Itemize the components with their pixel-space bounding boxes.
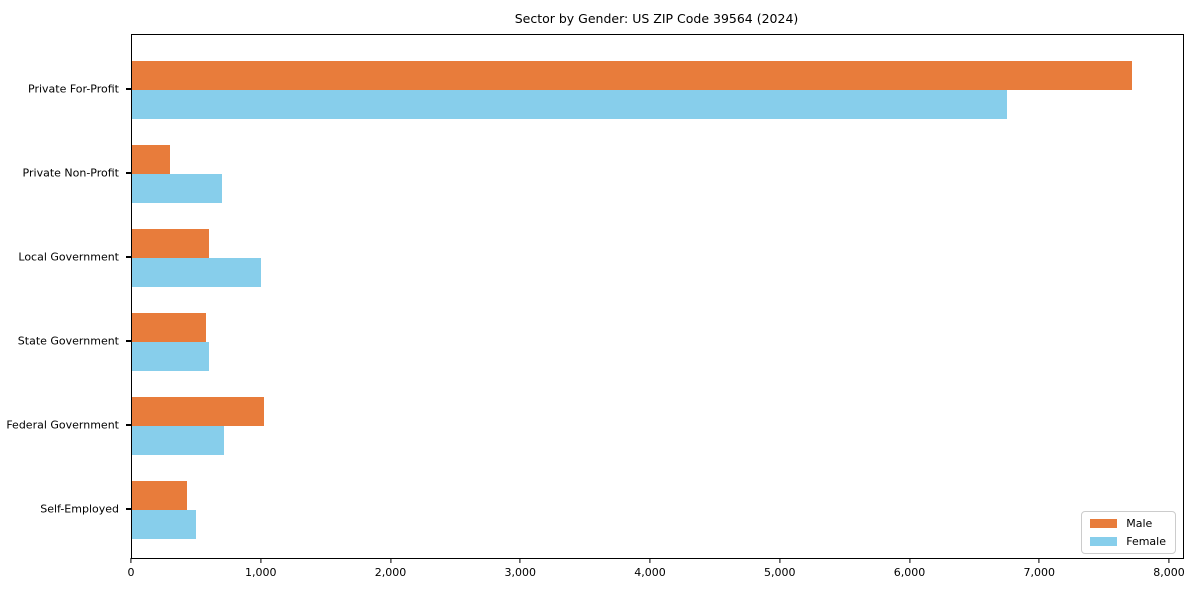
y-axis-tick — [126, 172, 131, 174]
y-axis-category-label: Private Non-Profit — [22, 166, 119, 180]
plot-area: Male Female — [131, 34, 1184, 559]
legend-label: Male — [1126, 517, 1153, 530]
y-axis-category-label: Self-Employed — [40, 502, 119, 516]
bar-female-state-government — [132, 342, 210, 371]
x-axis-tick — [519, 558, 521, 563]
legend: Male Female — [1081, 511, 1176, 554]
bar-male-self-employed — [132, 481, 188, 510]
x-axis-tick — [389, 558, 392, 563]
x-axis-tick — [779, 558, 781, 563]
x-axis-tick-label: 7,000 — [1023, 566, 1056, 579]
x-axis-tick — [1168, 558, 1170, 563]
x-axis-tick-label: 4,000 — [634, 566, 666, 579]
x-axis-tick-label: 0 — [127, 566, 135, 579]
bar-male-state-government — [132, 313, 206, 342]
y-axis-category-label: Local Government — [18, 250, 119, 264]
x-axis-tick-label: 2,000 — [374, 566, 407, 579]
bar-female-local-government — [132, 258, 261, 287]
y-axis-category-label: State Government — [17, 334, 119, 348]
bar-male-private-non-profit — [132, 145, 170, 174]
y-axis-tick — [126, 340, 131, 342]
bar-female-private-for-profit — [132, 90, 1007, 119]
bar-male-local-government — [132, 229, 210, 258]
y-axis-category-label: Federal Government — [6, 418, 119, 432]
x-axis-tick-label: 1,000 — [245, 566, 277, 579]
x-axis-tick — [260, 558, 262, 563]
x-axis-tick-label: 5,000 — [764, 566, 796, 579]
x-axis-tick-label: 6,000 — [893, 566, 926, 579]
y-axis-tick — [126, 88, 131, 90]
bar-female-private-non-profit — [132, 174, 223, 203]
y-axis: Private For-Profit Private Non-Profit Loca… — [0, 34, 131, 557]
legend-label: Female — [1126, 535, 1166, 548]
x-axis-tick-label: 8,000 — [1153, 566, 1185, 579]
bar-female-self-employed — [132, 510, 196, 539]
x-axis: 0 1,000 2,000 3,000 4,000 5,000 6,000 7,000 8,00… — [127, 558, 1185, 588]
legend-female-swatch — [1090, 537, 1118, 546]
x-axis-tick — [130, 558, 132, 563]
x-axis-tick — [649, 558, 651, 563]
legend-entry-male: Male — [1090, 517, 1166, 530]
x-axis-tick — [1038, 558, 1040, 563]
y-axis-tick — [126, 508, 131, 510]
x-axis-tick — [908, 558, 911, 563]
bar-female-federal-government — [132, 426, 224, 455]
legend-male-swatch — [1090, 519, 1118, 528]
y-axis-tick — [126, 256, 131, 258]
x-axis-tick-label: 3,000 — [504, 566, 537, 579]
bar-male-private-for-profit — [132, 61, 1133, 90]
chart-title: Sector by Gender: US ZIP Code 39564 (202… — [514, 11, 799, 26]
y-axis-category-label: Private For-Profit — [28, 82, 119, 96]
bar-male-federal-government — [132, 397, 264, 426]
legend-entry-female: Female — [1090, 535, 1166, 548]
y-axis-tick — [126, 424, 131, 426]
